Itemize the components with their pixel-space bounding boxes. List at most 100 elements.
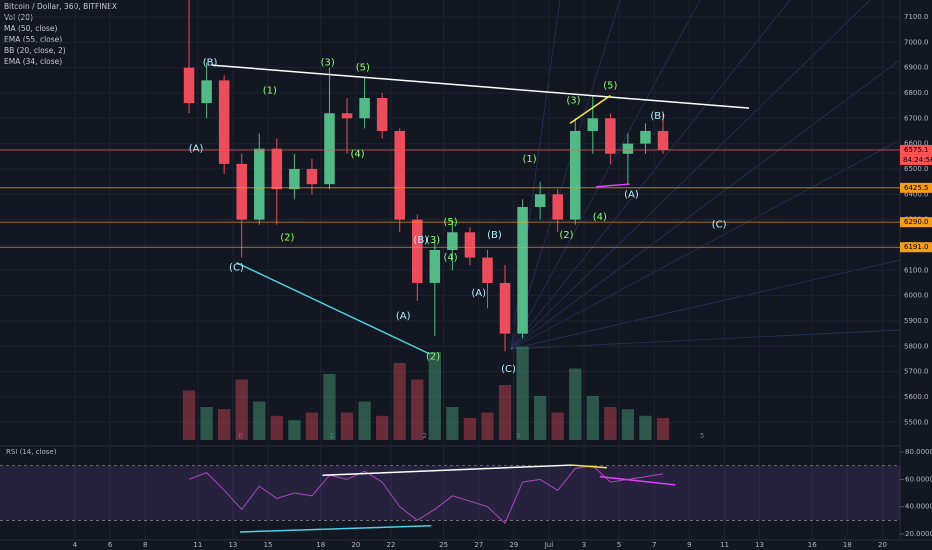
volume-bar — [533, 396, 547, 440]
volume-bar — [235, 379, 248, 440]
candle-body — [482, 257, 493, 283]
y-tick-label: 6800.0 — [904, 89, 929, 97]
volume-bar — [270, 415, 283, 440]
candle-body — [254, 148, 265, 220]
x-tick-label: 27 — [474, 541, 483, 549]
wave-label: (3) — [566, 96, 580, 107]
y-tick-label: 6400.0 — [904, 190, 929, 198]
wave-label: (1) — [263, 85, 277, 96]
wave-label: (C) — [229, 263, 244, 274]
price-label-box — [900, 242, 932, 253]
wave-label: (5) — [444, 217, 458, 228]
wave-label: (2) — [559, 230, 573, 241]
countdown: 84:24:56 — [903, 156, 932, 164]
volume-bar — [200, 407, 213, 440]
wave-label: (A) — [189, 144, 204, 155]
candle-body — [534, 194, 546, 207]
candle-body — [622, 143, 634, 154]
volume-bar — [516, 346, 529, 440]
candle-body — [517, 206, 528, 334]
candle-body — [447, 232, 458, 251]
y-tick-label: 6500.0 — [904, 165, 929, 173]
x-tick-label: 11 — [193, 541, 202, 549]
y-tick-label: 5600.0 — [904, 393, 929, 401]
wave-label: (4) — [444, 253, 458, 264]
y-tick-label: 6100.0 — [904, 266, 929, 274]
trendline — [596, 183, 630, 188]
candle-body — [657, 130, 669, 150]
wave-label: (A) — [396, 311, 411, 322]
candle-body — [569, 130, 581, 220]
volume-bar — [376, 415, 389, 440]
countdown-box — [900, 154, 932, 165]
x-tick-label: 20 — [878, 541, 887, 549]
volume-bar — [656, 418, 670, 440]
wave-label: (3) — [426, 235, 440, 246]
candle-body — [324, 113, 335, 185]
y-tick-label: 7000.0 — [904, 38, 929, 46]
wave-label: (B) — [650, 111, 665, 122]
price-label-box — [900, 217, 932, 228]
volume-bar — [586, 396, 599, 440]
volume-bar — [463, 418, 477, 440]
candle-body — [605, 118, 616, 154]
volume-bar — [218, 409, 231, 440]
x-tick-label: 5 — [617, 541, 621, 549]
volume-bar — [411, 379, 424, 440]
candle-body — [429, 250, 441, 283]
rsi-tick-label: 20.0000 — [905, 530, 932, 538]
y-tick-label: 5900.0 — [904, 317, 929, 325]
price-label-box — [900, 144, 932, 155]
price-label: 6290.0 — [904, 218, 929, 226]
x-tick-label: 6 — [108, 541, 113, 549]
x-tick-label: 13 — [228, 541, 237, 549]
volume-bar — [446, 407, 459, 440]
candle-body — [499, 282, 511, 334]
y-tick-label: 6600.0 — [904, 140, 929, 148]
trendline — [211, 64, 750, 109]
wave-label: (4) — [350, 149, 364, 160]
volume-bar — [253, 401, 266, 440]
candle-body — [640, 130, 651, 144]
legend: Bitcoin / Dollar, 360, BITFINEX Vol (20) M… — [4, 2, 117, 66]
y-tick-label: 6000.0 — [904, 292, 929, 300]
cycle-label: 1 — [329, 432, 333, 440]
rsi-trendline — [571, 464, 607, 469]
x-tick-label: Jul — [544, 541, 554, 549]
candle-body — [376, 98, 388, 131]
wave-label: (2) — [426, 351, 440, 362]
volume-bar — [358, 401, 371, 440]
x-tick-label: 29 — [509, 541, 518, 549]
volume-bar — [182, 390, 196, 440]
rsi-title: RSI (14, close) — [6, 448, 57, 456]
candle-body — [464, 232, 476, 258]
candle-body — [359, 98, 370, 119]
x-tick-label: 22 — [386, 541, 395, 549]
volume-bar — [481, 412, 494, 440]
candle-body — [236, 163, 247, 220]
rsi-tick-label: 40.0000 — [905, 503, 932, 511]
rsi-tick-label: 60.0000 — [905, 475, 932, 483]
y-tick-label: 5500.0 — [904, 418, 929, 426]
legend-item: BB (20, close, 2) — [4, 46, 66, 55]
volume-bar — [551, 412, 564, 440]
candle-body — [201, 80, 212, 104]
volume-bar — [340, 412, 354, 440]
y-tick-label: 5800.0 — [904, 342, 929, 350]
cycle-label: 0 — [238, 432, 242, 440]
rsi-line — [188, 465, 664, 524]
x-tick-label: 9 — [687, 541, 691, 549]
rsi-trendline — [322, 464, 572, 477]
wave-label: (A) — [624, 189, 639, 200]
rsi-tick-label: 80.0000 — [905, 448, 932, 456]
volume-bar — [393, 363, 406, 440]
volume-bar — [498, 385, 512, 440]
candle-body — [218, 80, 230, 164]
rsi-trendline — [239, 525, 432, 533]
volume-bar — [288, 420, 301, 440]
wave-label: (2) — [280, 232, 294, 243]
y-tick-label: 7100.0 — [904, 13, 929, 21]
price-label-box — [900, 182, 932, 193]
